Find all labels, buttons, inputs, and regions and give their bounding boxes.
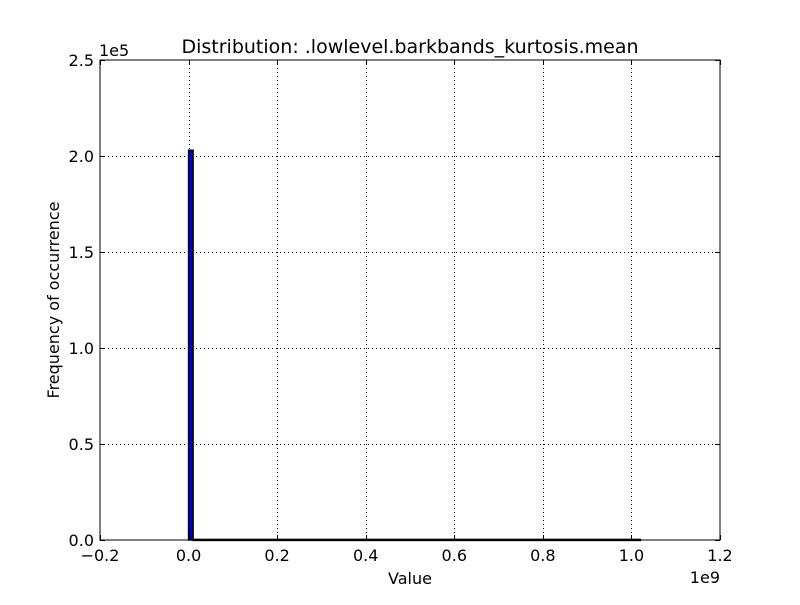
y-axis-title: Frequency of occurrence <box>44 202 63 399</box>
x-tick-label: 0.6 <box>442 546 467 565</box>
y-tick-label: 1.5 <box>69 243 94 262</box>
x-tick-label: 0.4 <box>353 546 378 565</box>
grid-layer <box>100 60 720 540</box>
y-tick-label: 0.5 <box>69 435 94 454</box>
plot-frame <box>99 59 721 541</box>
x-axis-title: Value <box>388 569 432 588</box>
x-tick-label: 1.0 <box>619 546 644 565</box>
y-tick-label: 2.0 <box>69 147 94 166</box>
x-tick-label: 0.2 <box>264 546 289 565</box>
bars-layer <box>187 149 642 542</box>
x-tick-label: −0.2 <box>81 546 120 565</box>
x-tick-label: 1.2 <box>707 546 732 565</box>
y-tick-label: 0.0 <box>69 531 94 550</box>
y-tick-label: 2.5 <box>69 51 94 70</box>
y-offset-label: 1e5 <box>99 41 129 60</box>
chart-title: Distribution: .lowlevel.barkbands_kurtos… <box>181 36 638 58</box>
x-tick-label: 0.8 <box>530 546 555 565</box>
histogram-bar <box>187 149 194 541</box>
y-tick-label: 1.0 <box>69 339 94 358</box>
ticks-layer <box>100 60 721 541</box>
x-offset-label: 1e9 <box>690 568 720 587</box>
x-tick-label: 0.0 <box>176 546 201 565</box>
tick-labels-layer: −0.2 0.0 0.2 0.4 0.6 0.8 1.0 1.20.00.51.01.52.0… <box>69 51 733 565</box>
